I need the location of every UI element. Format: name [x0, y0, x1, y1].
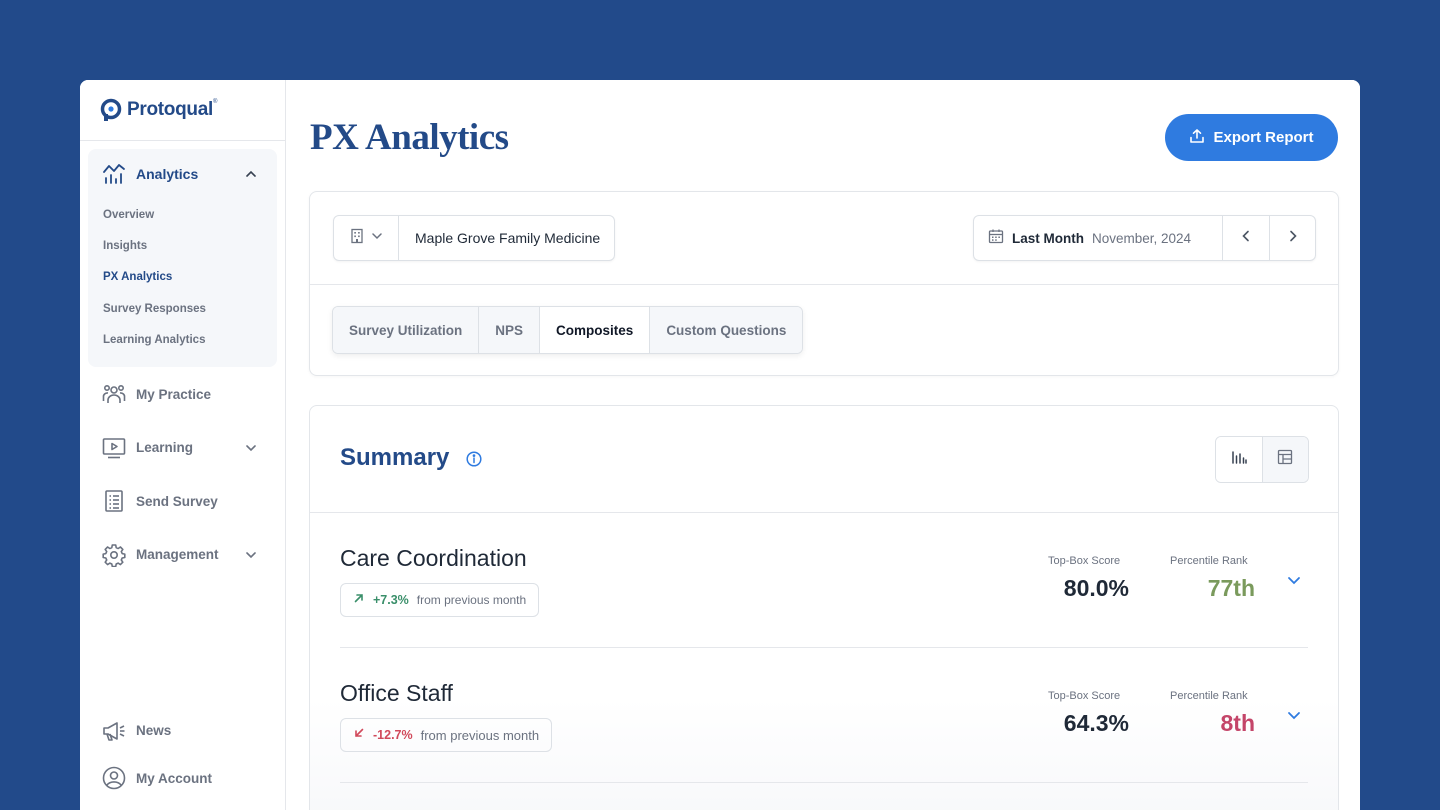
- analytics-nav-group: Analytics Overview Insights PX Analytics…: [88, 149, 277, 368]
- sidebar-item-label: News: [136, 723, 172, 739]
- sidebar-subitem-px-analytics[interactable]: PX Analytics: [103, 271, 173, 284]
- brand-name: Protoqual®: [127, 99, 218, 120]
- sidebar-subitem-learning-analytics[interactable]: Learning Analytics: [103, 333, 206, 346]
- analytics-tabs: Survey Utilization NPS Composites Custom…: [332, 306, 804, 354]
- table-icon: [1277, 449, 1293, 470]
- next-period-button[interactable]: [1269, 216, 1315, 260]
- sidebar-item-label: Analytics: [136, 166, 199, 182]
- sidebar-bottom: News My Account: [80, 707, 285, 802]
- period-value: November, 2024: [1092, 230, 1192, 246]
- location-name[interactable]: Maple Grove Family Medicine: [415, 230, 601, 246]
- percentile-value: 8th: [1220, 710, 1256, 736]
- sidebar-item-analytics[interactable]: Analytics: [88, 149, 277, 199]
- sidebar-item-my-account[interactable]: My Account: [80, 755, 285, 803]
- sidebar-item-my-practice[interactable]: My Practice: [80, 367, 285, 421]
- sidebar-item-send-survey[interactable]: Send Survey: [80, 474, 285, 528]
- top-box-value: 64.3%: [1063, 710, 1129, 736]
- expand-chevron-icon[interactable]: [1285, 706, 1303, 729]
- date-range-picker[interactable]: Last Month November, 2024: [974, 216, 1224, 260]
- sidebar-item-label: Management: [136, 547, 219, 563]
- user-circle-icon: [102, 766, 126, 790]
- table-view-button[interactable]: [1261, 437, 1308, 482]
- sidebar-item-label: Learning: [136, 440, 194, 456]
- percentile-label: Percentile Rank: [1170, 555, 1248, 567]
- sidebar-item-label: My Account: [136, 770, 213, 786]
- previous-period-button[interactable]: [1223, 216, 1269, 260]
- megaphone-icon: [102, 719, 126, 743]
- composite-row-care-coordination: Care Coordination +7.3% from previous mo…: [340, 513, 1308, 648]
- chevron-up-icon: [239, 162, 263, 186]
- export-report-label: Export Report: [1213, 129, 1314, 146]
- divider: [310, 284, 1338, 285]
- chevron-down-icon: [239, 543, 263, 567]
- gear-icon: [102, 543, 126, 567]
- change-badge: -12.7% from previous month: [340, 718, 553, 752]
- chevron-left-icon: [1239, 229, 1253, 248]
- change-percent: +7.3%: [373, 593, 409, 607]
- chevron-down-icon: [239, 436, 263, 460]
- change-suffix: from previous month: [420, 727, 540, 743]
- date-range-selector: Last Month November, 2024: [973, 215, 1316, 261]
- top-box-label: Top-Box Score: [1048, 690, 1121, 702]
- sidebar-item-label: My Practice: [136, 386, 212, 402]
- composite-name: Office Staff: [340, 680, 453, 706]
- tab-composites[interactable]: Composites: [540, 307, 651, 353]
- change-suffix: from previous month: [416, 593, 527, 607]
- sidebar-item-label: Send Survey: [136, 493, 218, 509]
- building-icon: [349, 228, 365, 249]
- sidebar: Protoqual® Analytics Overvi: [80, 80, 286, 810]
- calendar-icon: [988, 228, 1004, 249]
- tab-custom-questions[interactable]: Custom Questions: [650, 307, 803, 353]
- app-window: Protoqual® Analytics Overvi: [80, 80, 1360, 810]
- location-dropdown-toggle[interactable]: [334, 216, 399, 260]
- sidebar-item-management[interactable]: Management: [80, 528, 285, 582]
- upload-icon: [1189, 128, 1205, 148]
- chevron-right-icon: [1286, 229, 1300, 248]
- location-selector[interactable]: Maple Grove Family Medicine: [333, 215, 615, 261]
- change-percent: -12.7%: [373, 728, 413, 742]
- change-badge: +7.3% from previous month: [340, 583, 540, 617]
- chart-view-button[interactable]: [1216, 437, 1262, 482]
- arrow-down-left-icon: [353, 726, 365, 744]
- period-label: Last Month: [1012, 230, 1084, 246]
- chevron-down-icon: [371, 229, 383, 247]
- percentile-label: Percentile Rank: [1170, 690, 1248, 702]
- top-box-value: 80.0%: [1063, 575, 1129, 601]
- tab-nps[interactable]: NPS: [479, 307, 541, 353]
- filter-card: Maple Grove Family Medicine Last Month N…: [309, 191, 1339, 376]
- bar-chart-icon: [1231, 449, 1247, 470]
- top-box-label: Top-Box Score: [1048, 555, 1121, 567]
- video-icon: [102, 436, 126, 460]
- summary-title: Summary: [340, 444, 450, 471]
- people-icon: [102, 382, 126, 406]
- summary-card: Summary: [309, 405, 1339, 810]
- arrow-up-right-icon: [353, 591, 365, 609]
- clipboard-icon: [102, 489, 126, 513]
- sidebar-subitem-overview[interactable]: Overview: [103, 208, 155, 221]
- expand-chevron-icon[interactable]: [1285, 571, 1303, 594]
- view-toggle: [1215, 436, 1309, 483]
- main-content: PX Analytics Export Report: [286, 80, 1360, 810]
- info-icon[interactable]: [466, 451, 482, 472]
- composite-name: Care Coordination: [340, 545, 527, 571]
- tab-survey-utilization[interactable]: Survey Utilization: [333, 307, 480, 353]
- sidebar-subitem-insights[interactable]: Insights: [103, 239, 148, 252]
- sidebar-subitem-survey-responses[interactable]: Survey Responses: [103, 302, 206, 315]
- chart-line-icon: [102, 162, 126, 186]
- percentile-value: 77th: [1207, 575, 1255, 601]
- page-title: PX Analytics: [310, 117, 509, 158]
- composite-row-office-staff: Office Staff -12.7% from previous month …: [340, 648, 1308, 783]
- sidebar-item-learning[interactable]: Learning: [80, 421, 285, 475]
- sidebar-item-news[interactable]: News: [80, 707, 285, 755]
- brand-logo[interactable]: Protoqual®: [80, 80, 285, 141]
- protoqual-logo-icon: [99, 98, 123, 122]
- export-report-button[interactable]: Export Report: [1165, 114, 1338, 161]
- summary-header: Summary: [310, 406, 1338, 513]
